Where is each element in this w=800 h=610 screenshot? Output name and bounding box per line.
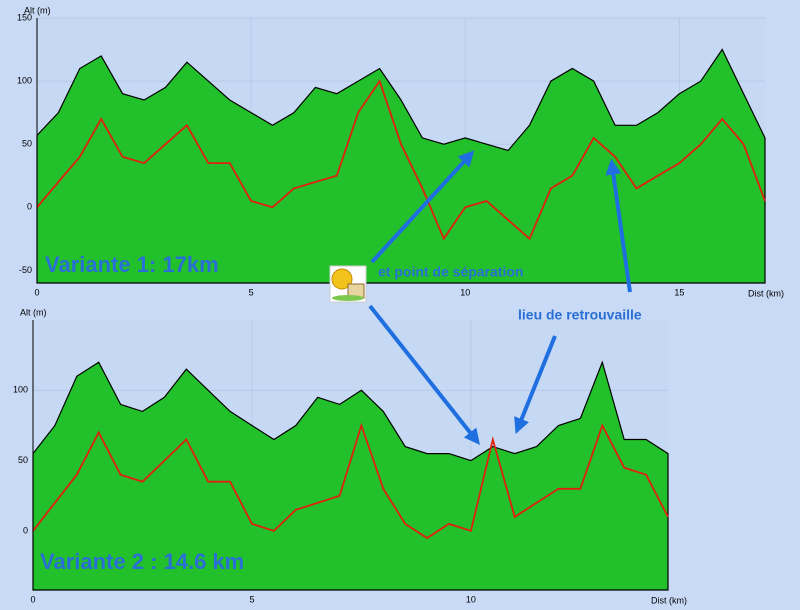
annotation: et point de séparation bbox=[378, 264, 523, 280]
arrow bbox=[605, 158, 632, 293]
y-tick-label: -50 bbox=[19, 265, 32, 275]
y-tick-label: 100 bbox=[17, 75, 32, 85]
chart-title: Variante 1: 17km bbox=[45, 252, 219, 277]
y-tick-label: 50 bbox=[18, 455, 28, 465]
x-tick-label: 0 bbox=[30, 594, 35, 604]
x-tick-label: 10 bbox=[466, 594, 476, 604]
x-tick-label: 5 bbox=[249, 287, 254, 297]
y-tick-label: 0 bbox=[27, 202, 32, 212]
arrow bbox=[370, 150, 475, 264]
x-tick-label: 10 bbox=[460, 287, 470, 297]
y-tick-label: 150 bbox=[17, 12, 32, 22]
icon bbox=[329, 265, 367, 303]
x-tick-label: 15 bbox=[674, 287, 684, 297]
x-tick-label: 5 bbox=[249, 594, 254, 604]
annotation: lieu de retrouvaille bbox=[518, 307, 642, 323]
x-tick-label: 0 bbox=[34, 287, 39, 297]
profile-line bbox=[36, 79, 766, 241]
chart-title: Variante 2 : 14.6 km bbox=[40, 549, 244, 574]
x-axis-label: Dist (km) bbox=[651, 595, 687, 605]
y-tick-label: 100 bbox=[13, 385, 28, 395]
x-axis-label: Dist (km) bbox=[748, 288, 784, 298]
arrow bbox=[514, 335, 557, 434]
y-tick-label: 0 bbox=[23, 525, 28, 535]
y-axis-label: Alt (m) bbox=[24, 5, 51, 15]
elevation-area bbox=[32, 360, 669, 591]
y-tick-label: 50 bbox=[22, 139, 32, 149]
arrow bbox=[368, 304, 480, 446]
y-axis-label: Alt (m) bbox=[20, 307, 47, 317]
elevation-area bbox=[36, 48, 766, 284]
profile-line bbox=[32, 422, 669, 540]
